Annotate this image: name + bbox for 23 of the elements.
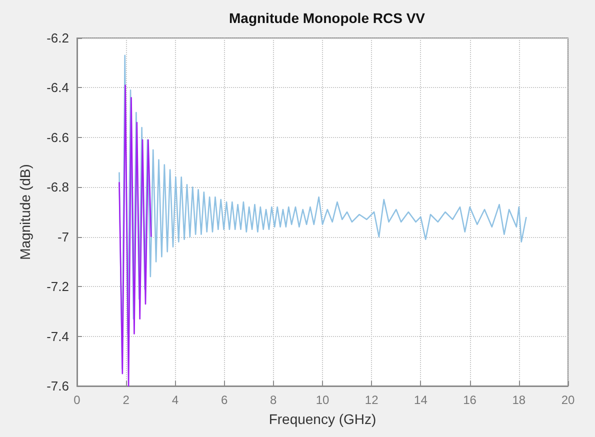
- y-tick-label: -7.4: [46, 328, 69, 344]
- x-tick-label: 16: [463, 393, 477, 407]
- x-tick-label: 0: [74, 393, 81, 407]
- x-tick-label: 12: [364, 393, 379, 407]
- y-tick-label: -7.2: [46, 279, 69, 294]
- y-tick-label: -6.4: [46, 80, 69, 96]
- x-tick-label: 6: [220, 393, 228, 407]
- y-tick-label: -6.6: [46, 130, 69, 145]
- x-tick-label: 10: [316, 393, 330, 407]
- x-tick-label: 4: [172, 393, 179, 407]
- y-tick-label: -6.8: [46, 180, 69, 195]
- x-tick-label: 14: [414, 393, 428, 407]
- line-series: [118, 84, 152, 387]
- x-tick-label: 18: [512, 393, 526, 407]
- x-tick-label: 8: [270, 393, 278, 407]
- y-axis-title: Magnitude (dB): [17, 164, 33, 260]
- x-tick-label: 20: [561, 393, 575, 407]
- y-tick-label: -6.2: [46, 30, 69, 46]
- x-tick-label: 2: [122, 393, 130, 407]
- y-tick-label: -7.6: [46, 378, 69, 394]
- x-axis-title: Frequency (GHz): [268, 411, 376, 427]
- chart-title: Magnitude Monopole RCS VV: [229, 10, 426, 26]
- y-tick-label: -7: [57, 229, 69, 244]
